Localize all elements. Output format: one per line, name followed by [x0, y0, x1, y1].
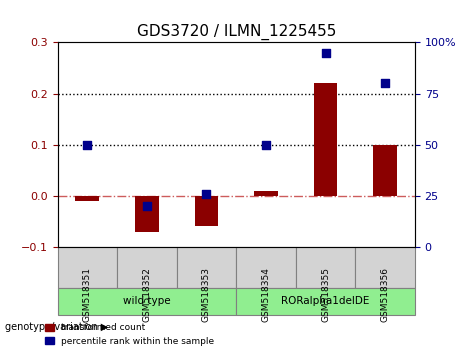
Point [203, 191, 210, 196]
FancyBboxPatch shape [58, 247, 117, 288]
Legend: transformed count, percentile rank within the sample: transformed count, percentile rank withi… [41, 320, 218, 349]
FancyBboxPatch shape [236, 247, 296, 288]
Point [322, 50, 329, 56]
Text: wild type: wild type [123, 296, 171, 307]
Point [143, 203, 151, 209]
FancyBboxPatch shape [177, 247, 236, 288]
Text: GSM518353: GSM518353 [202, 267, 211, 322]
Text: genotype/variation ▶: genotype/variation ▶ [5, 322, 108, 332]
FancyBboxPatch shape [296, 247, 355, 288]
Text: GSM518354: GSM518354 [261, 267, 271, 322]
Text: GSM518356: GSM518356 [381, 267, 390, 322]
Text: GSM518351: GSM518351 [83, 267, 92, 322]
Point [84, 142, 91, 148]
Bar [195, 196, 219, 227]
Point [262, 142, 270, 148]
FancyBboxPatch shape [117, 247, 177, 288]
Bar [135, 196, 159, 232]
Text: GSM518352: GSM518352 [142, 267, 152, 322]
Bar [373, 145, 397, 196]
FancyBboxPatch shape [236, 288, 415, 315]
Point [381, 80, 389, 86]
Title: GDS3720 / ILMN_1225455: GDS3720 / ILMN_1225455 [136, 23, 336, 40]
Bar [313, 84, 337, 196]
Bar [254, 191, 278, 196]
FancyBboxPatch shape [58, 288, 236, 315]
Text: GSM518355: GSM518355 [321, 267, 330, 322]
Bar [76, 196, 99, 201]
FancyBboxPatch shape [355, 247, 415, 288]
Text: RORalpha1delDE: RORalpha1delDE [281, 296, 370, 307]
